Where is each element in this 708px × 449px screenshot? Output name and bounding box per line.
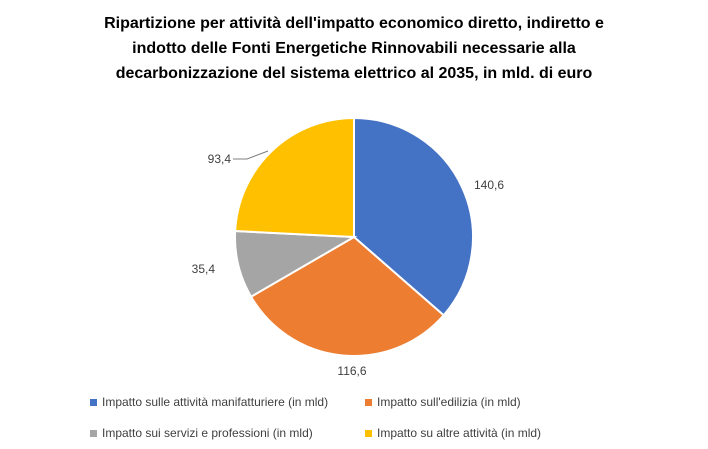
data-label-servizi: 35,4 (192, 262, 216, 276)
legend-label-manifatturiere: Impatto sulle attività manifatturiere (i… (102, 395, 329, 409)
legend-item-manifatturiere: Impatto sulle attività manifatturiere (i… (90, 395, 328, 409)
pie-slice-manifatturiere (353, 116, 474, 317)
chart-title-line-3: decarbonizzazione del sistema elettrico … (115, 65, 593, 82)
legend-swatch-edilizia (365, 398, 372, 406)
legend-item-altre: Impatto su altre attività (in mld) (365, 426, 541, 440)
data-label-altre: 93,4 (208, 152, 232, 166)
legend-swatch-altre (365, 429, 372, 437)
legend-item-servizi: Impatto sui servizi e professioni (in ml… (90, 426, 313, 440)
legend-swatch-manifatturiere (90, 398, 97, 406)
chart-title-line-2: indotto delle Fonti Energetiche Rinnovab… (132, 40, 576, 57)
leader-line-altre (233, 150, 269, 160)
chart-title-line-1: Ripartizione per attività dell'impatto e… (104, 15, 604, 32)
chart-title: Ripartizione per attività dell'impatto e… (0, 11, 708, 86)
legend-swatch-servizi (90, 429, 97, 437)
legend-label-altre: Impatto su altre attività (in mld) (377, 426, 542, 440)
legend-label-edilizia: Impatto sull'edilizia (in mld) (377, 395, 521, 409)
legend-label-servizi: Impatto sui servizi e professioni (in ml… (102, 426, 313, 440)
data-label-edilizia: 116,6 (337, 364, 366, 378)
legend-item-edilizia: Impatto sull'edilizia (in mld) (365, 395, 521, 409)
pie-slice-edilizia (249, 235, 446, 357)
data-label-manifatturiere: 140,6 (474, 178, 504, 192)
pie-slice-altre (234, 116, 355, 239)
